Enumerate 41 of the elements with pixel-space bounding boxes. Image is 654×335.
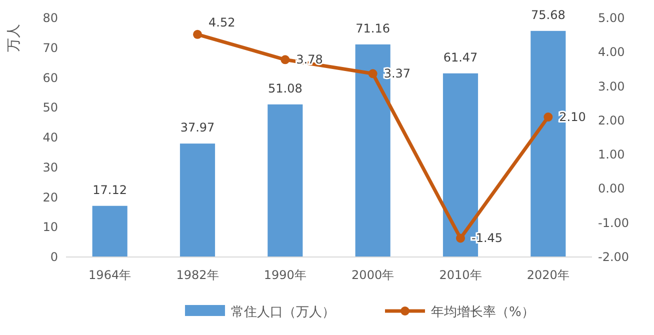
y-tick-label: 50 [42,100,58,115]
x-tick-label: 2010年 [439,268,482,282]
y-tick-label: 30 [42,160,58,174]
point [280,55,290,64]
x-tick-label: 2000年 [352,268,394,282]
y-tick-label: 80 [42,11,58,25]
y2-tick-label: -1.00 [598,216,630,230]
bar [180,144,216,257]
y2-tick-label: 5.00 [598,11,625,25]
y2-tick-label: 2.00 [598,113,625,128]
y2-tick-label: 0.00 [598,182,625,196]
bar [92,206,128,257]
y2-tick-label: -2.00 [598,250,630,264]
point [456,234,465,243]
y-tick-label: 60 [42,70,58,85]
data-label: 71.16 [356,21,390,36]
x-tick-label: 2020年 [526,268,570,282]
data-label: 4.52 [208,15,236,30]
bar [268,104,303,257]
x-tick-label: 1982年 [176,268,219,282]
y-tick-label: 20 [42,190,58,204]
x-tick-label: 1964年 [88,268,132,282]
legend-label: 年均增长率（%） [431,304,534,320]
y-tick-label: 10 [42,220,58,234]
y-tick-label: 40 [42,130,58,144]
point [544,112,553,122]
y-axis-title: 万人 [6,24,22,52]
y2-tick-label: 4.00 [598,45,625,60]
y2-tick-label: 1.00 [598,148,625,162]
data-label: 17.12 [92,182,128,197]
point [193,30,202,39]
data-label: 75.68 [530,8,566,22]
y-tick-label: 70 [42,40,58,55]
point [368,69,378,78]
data-label: 61.47 [443,50,478,64]
y-tick-label: 0 [50,250,58,264]
data-label: 51.08 [268,81,302,96]
data-label: 37.97 [180,120,215,135]
y2-tick-label: 3.00 [598,79,625,94]
legend-label: 常住人口（万人） [231,305,335,320]
x-tick-label: 1990年 [264,268,306,282]
